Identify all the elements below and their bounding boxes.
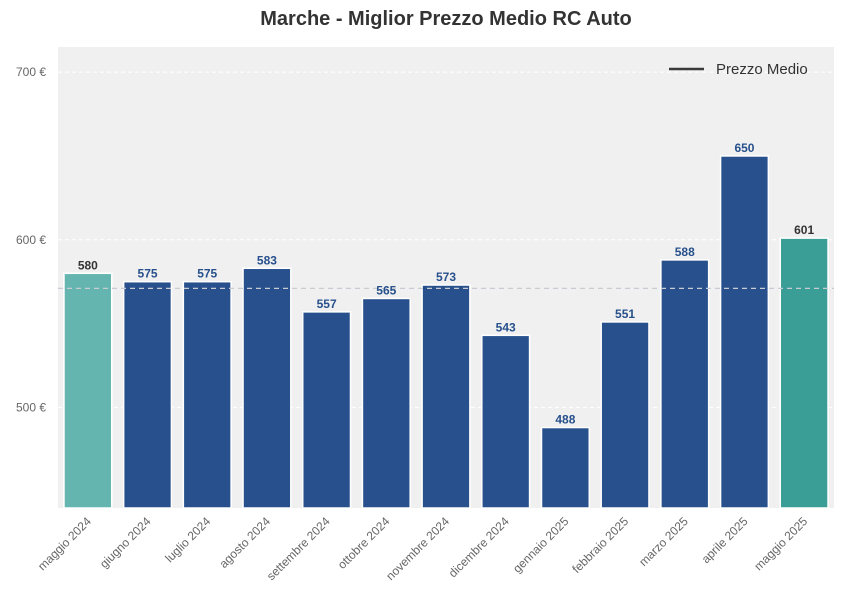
bar-value-label: 575 [197,267,217,281]
x-tick-label: settembre 2024 [264,514,333,583]
x-tick-label: marzo 2025 [636,514,691,569]
y-axis-ticks: 500 € 600 € 700 € [16,65,46,414]
x-tick-label: maggio 2025 [751,514,810,573]
y-tick-label: 600 € [16,233,46,247]
bar [301,311,352,509]
bar [421,284,471,509]
bar-value-label: 575 [138,267,158,281]
bar [600,321,650,509]
x-tick-label: giugno 2024 [97,514,154,571]
bar-value-label: 565 [376,283,396,297]
bar [779,237,829,509]
x-axis-ticks: maggio 2024 giugno 2024 luglio 2024 agosto … [35,514,811,583]
x-tick-label: dicembre 2024 [446,514,512,580]
chart-title: Marche - Miglior Prezzo Medio RC Auto [260,8,632,30]
y-tick-label: 700 € [16,65,46,79]
bar [63,272,113,509]
bar-value-label: 543 [496,320,516,334]
bar [182,280,232,509]
bar [540,426,591,509]
y-tick-label: 500 € [16,400,46,414]
x-tick-label: agosto 2024 [216,514,273,571]
x-tick-label: novembre 2024 [383,514,452,583]
bar-value-label: 580 [78,258,98,272]
x-tick-label: aprile 2025 [699,514,751,566]
x-tick-label: gennaio 2025 [510,514,572,576]
legend-label: Prezzo Medio [716,61,808,78]
bar [719,155,770,509]
bar-value-label: 557 [317,297,337,311]
data-labels: 580 575 575 583 557 565 573 543 488 551 588 650 601 [78,141,815,427]
bar [660,259,710,509]
bar-value-label: 650 [734,141,754,155]
bar [361,297,411,509]
x-tick-label: febbraio 2025 [569,514,631,576]
bar-value-label: 583 [257,253,277,267]
bars [63,155,829,509]
bar-value-label: 573 [436,270,456,284]
bar-value-label: 601 [794,223,814,237]
x-tick-label: maggio 2024 [35,514,94,573]
bar-value-label: 551 [615,307,635,321]
bar-value-label: 488 [555,413,575,427]
x-tick-label: luglio 2024 [162,514,213,565]
bar [122,280,173,509]
legend: Prezzo Medio [669,61,808,78]
x-tick-label: ottobre 2024 [335,514,393,572]
bar-value-label: 588 [675,245,695,259]
bar [242,267,292,509]
bar [481,334,531,509]
